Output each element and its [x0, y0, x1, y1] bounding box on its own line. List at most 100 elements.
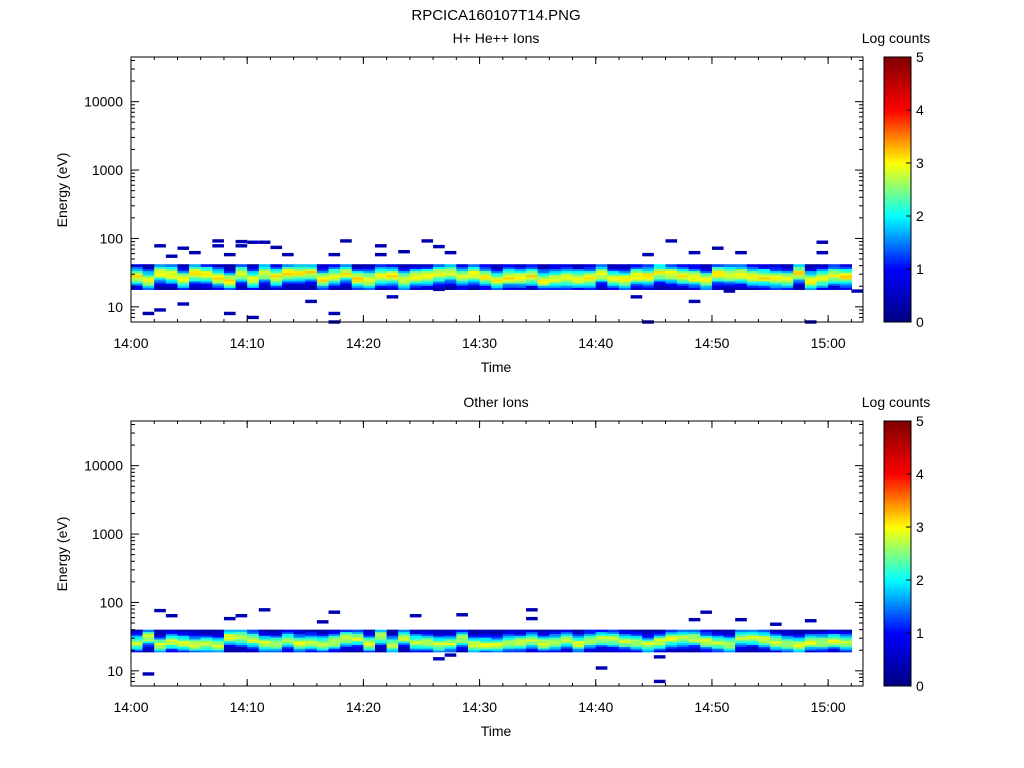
heatmap-cell	[770, 649, 783, 653]
heatmap-cell	[305, 648, 318, 651]
heatmap-cell	[688, 633, 701, 636]
heatmap-cell	[258, 648, 272, 651]
heatmap-cell	[270, 644, 283, 647]
heatmap-cell	[549, 270, 562, 274]
heatmap-cell	[560, 644, 574, 647]
heatmap-cell	[723, 642, 736, 645]
heatmap-cell	[723, 638, 736, 642]
heatmap-cell	[560, 633, 574, 636]
heatmap-cell	[677, 633, 690, 636]
heatmap-cell	[328, 274, 341, 278]
heatmap-cell	[282, 646, 295, 649]
heatmap-cell	[293, 638, 306, 642]
heatmap-cell	[572, 649, 585, 653]
heatmap-cell	[467, 272, 481, 276]
heatmap-cell	[491, 272, 504, 276]
heatmap-cell	[781, 264, 794, 267]
heatmap-cell	[386, 272, 399, 276]
heatmap-cell	[305, 635, 318, 638]
heatmap-cell	[247, 280, 260, 284]
heatmap-cell	[688, 649, 701, 653]
heatmap-cell	[572, 644, 585, 647]
colorbar-swatch	[884, 614, 911, 618]
heatmap-cell	[828, 266, 841, 269]
heatmap-cell	[270, 635, 283, 638]
heatmap-cell	[537, 631, 550, 634]
heatmap-cell	[665, 638, 678, 642]
heatmap-cell	[619, 274, 632, 278]
heatmap-cell	[456, 285, 469, 288]
heatmap-cell	[688, 276, 701, 280]
heatmap-cell	[375, 272, 388, 276]
heatmap-cell	[491, 274, 504, 278]
heatmap-cell	[595, 270, 608, 274]
heatmap-cell	[258, 272, 272, 276]
heatmap-cell	[223, 631, 237, 634]
heatmap-cell	[189, 635, 202, 638]
heatmap-cell	[247, 266, 260, 269]
heatmap-cell	[595, 649, 608, 653]
heatmap-cell	[688, 631, 701, 634]
heatmap-cell	[340, 266, 353, 269]
heatmap-cell	[781, 287, 794, 290]
heatmap-cell	[514, 642, 527, 645]
heatmap-cell	[131, 642, 144, 645]
heatmap-cell	[642, 285, 655, 288]
heatmap-cell	[444, 638, 457, 642]
heatmap-cell	[746, 646, 760, 649]
colorbar-tick-label: 0	[916, 678, 924, 694]
heatmap-cell	[351, 638, 364, 642]
heatmap-cell	[514, 637, 527, 640]
heatmap-cell	[781, 638, 794, 642]
heatmap-cell	[316, 280, 330, 284]
heatmap-cell	[386, 642, 399, 645]
heatmap-cell	[247, 276, 260, 280]
heatmap-cell	[189, 637, 202, 640]
colorbar-swatch	[884, 290, 911, 294]
colorbar-swatch	[884, 654, 911, 658]
heatmap-cell	[607, 648, 620, 651]
colorbar-swatch	[884, 282, 911, 286]
heatmap-cell	[793, 274, 806, 278]
heatmap-cell	[828, 649, 841, 653]
heatmap-cell	[816, 283, 829, 286]
heatmap-cell	[677, 287, 690, 290]
colorbar-swatch	[884, 96, 911, 100]
heatmap-cell	[828, 283, 841, 286]
colorbar-swatch	[884, 463, 911, 467]
heatmap-cell	[375, 637, 388, 640]
heatmap-cell	[351, 629, 364, 633]
heatmap-cell	[514, 640, 527, 644]
colorbar-swatch	[884, 152, 911, 156]
heatmap-cell	[282, 252, 294, 257]
heatmap-cell	[630, 295, 643, 299]
heatmap-cell	[398, 264, 411, 267]
heatmap-cell	[700, 274, 713, 278]
heatmap-cell	[677, 631, 690, 634]
heatmap-cell	[514, 648, 527, 651]
heatmap-cell	[200, 280, 213, 284]
heatmap-cell	[467, 638, 481, 642]
heatmap-cell	[735, 648, 748, 651]
heatmap-cell	[642, 646, 655, 649]
colorbar-swatch	[884, 638, 911, 642]
heatmap-cell	[723, 289, 736, 293]
heatmap-cell	[223, 252, 236, 257]
heatmap-cell	[619, 629, 632, 633]
heatmap-cell	[444, 285, 457, 288]
heatmap-cell	[479, 648, 492, 651]
heatmap-cell	[619, 278, 632, 282]
y-tick-label: 100	[100, 230, 124, 246]
heatmap-cell	[142, 270, 155, 274]
colorbar-swatch	[884, 622, 911, 626]
heatmap-cell	[316, 637, 330, 640]
heatmap-cell	[444, 653, 457, 657]
heatmap-cell	[781, 642, 794, 645]
heatmap-cell	[653, 276, 667, 280]
colorbar-swatch	[884, 247, 911, 251]
heatmap-cell	[270, 264, 283, 267]
heatmap-cell	[526, 264, 539, 267]
heatmap-cell	[711, 270, 725, 274]
colorbar-swatch	[884, 102, 911, 106]
heatmap-cell	[537, 642, 550, 645]
